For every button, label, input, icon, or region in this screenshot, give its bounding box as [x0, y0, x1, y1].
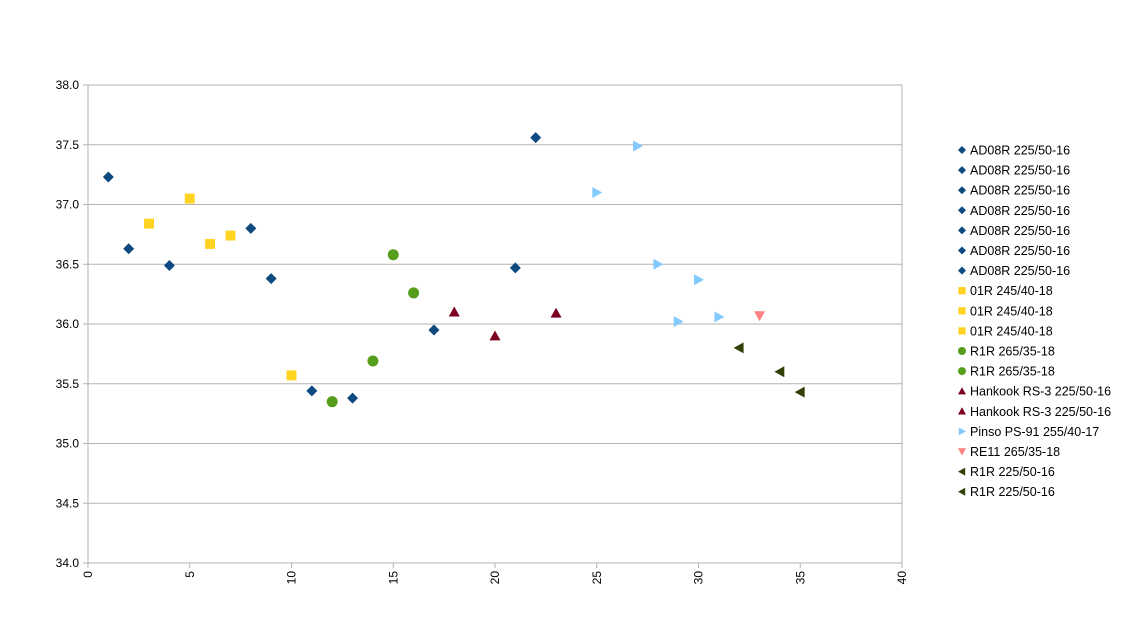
legend-label: RE11 265/35-18 [970, 445, 1060, 459]
legend-label: AD08R 225/50-16 [970, 184, 1070, 198]
data-point [408, 287, 420, 299]
legend-marker [958, 226, 966, 235]
y-tick-label: 35.0 [56, 437, 80, 451]
legend-marker [958, 206, 966, 215]
data-point [592, 187, 603, 199]
data-point [653, 258, 664, 270]
legend-marker [958, 347, 966, 355]
legend-label: AD08R 225/50-16 [970, 224, 1070, 238]
legend-label: Hankook RS-3 225/50-16 [970, 405, 1111, 419]
legend-label: R1R 225/50-16 [970, 465, 1055, 479]
data-point [163, 259, 175, 271]
data-point [326, 396, 338, 408]
legend-label: 01R 245/40-18 [970, 284, 1053, 298]
x-tick-label: 20 [488, 571, 502, 585]
legend-marker [958, 407, 966, 415]
axes [83, 84, 903, 568]
legend-label: R1R 265/35-18 [970, 345, 1055, 359]
data-point [633, 140, 643, 152]
legend-marker [958, 246, 966, 255]
y-tick-label: 35.5 [56, 377, 80, 391]
data-point [102, 171, 114, 183]
data-point [550, 307, 562, 318]
data-points [102, 132, 805, 408]
data-point [489, 330, 501, 341]
y-tick-label: 37.5 [56, 138, 80, 152]
data-point [306, 385, 318, 397]
data-point [794, 386, 805, 398]
y-tick-label: 36.0 [56, 317, 80, 331]
data-point [144, 218, 154, 229]
x-tick-label: 30 [692, 571, 706, 585]
legend-label: Hankook RS-3 225/50-16 [970, 385, 1111, 399]
legend-marker [958, 327, 966, 335]
data-point [265, 273, 277, 285]
legend-label: AD08R 225/50-16 [970, 204, 1070, 218]
y-tick-label: 34.5 [56, 496, 80, 510]
legend-marker [958, 287, 966, 295]
data-point [428, 324, 440, 336]
legend-marker [958, 487, 966, 496]
legend-label: R1R 265/35-18 [970, 365, 1055, 379]
x-tick-label: 5 [183, 571, 197, 578]
data-point [694, 274, 704, 286]
y-tick-label: 34.0 [56, 556, 80, 570]
data-point [509, 262, 521, 274]
legend-marker [958, 427, 966, 436]
data-point [448, 306, 460, 317]
data-point [367, 355, 379, 367]
y-tick-label: 37.0 [56, 198, 80, 212]
x-tick-label: 35 [793, 571, 807, 585]
x-tick-label: 25 [590, 571, 604, 585]
x-tick-label: 15 [386, 571, 400, 585]
legend-marker [958, 387, 966, 395]
data-point [184, 193, 195, 204]
legend-marker [958, 467, 966, 476]
legend-label: AD08R 225/50-16 [970, 144, 1070, 158]
legend-marker [958, 307, 966, 315]
legend-marker [958, 146, 966, 154]
legend-label: 01R 245/40-18 [970, 304, 1053, 318]
data-point [774, 366, 785, 378]
x-axis-tick-labels: 0 5 10 15 20 25 30 35 40 [81, 571, 909, 585]
legend-marker [958, 266, 966, 275]
x-tick-label: 40 [895, 571, 909, 585]
x-tick-label: 10 [285, 571, 299, 585]
data-point [387, 249, 399, 261]
grid-lines [88, 84, 902, 564]
data-point [225, 230, 236, 241]
data-point [347, 392, 359, 404]
legend-label: R1R 225/50-16 [970, 485, 1055, 499]
data-point [205, 238, 216, 249]
legend: AD08R 225/50-16 AD08R 225/50-16 AD08R 225/… [958, 144, 1111, 499]
data-point [673, 316, 684, 328]
data-point [714, 311, 725, 323]
data-point [530, 132, 542, 144]
legend-label: AD08R 225/50-16 [970, 264, 1070, 278]
legend-marker [958, 166, 966, 175]
data-point [286, 370, 297, 381]
y-tick-label: 36.5 [56, 257, 80, 271]
data-point [754, 311, 766, 322]
legend-label: AD08R 225/50-16 [970, 244, 1070, 258]
legend-label: AD08R 225/50-16 [970, 164, 1070, 178]
data-point [123, 243, 135, 255]
legend-label: Pinso PS-91 255/40-17 [970, 425, 1099, 439]
legend-label: 01R 245/40-18 [970, 324, 1053, 338]
y-tick-label: 38.0 [56, 78, 80, 92]
data-point [733, 342, 744, 354]
data-point [245, 222, 257, 234]
legend-marker [958, 448, 966, 456]
legend-marker [958, 186, 966, 195]
legend-marker [958, 367, 966, 376]
x-tick-label: 0 [81, 571, 95, 578]
y-axis-tick-labels: 34.0 34.5 35.0 35.5 36.0 36.5 37.0 37.5 38.0 [56, 78, 80, 570]
